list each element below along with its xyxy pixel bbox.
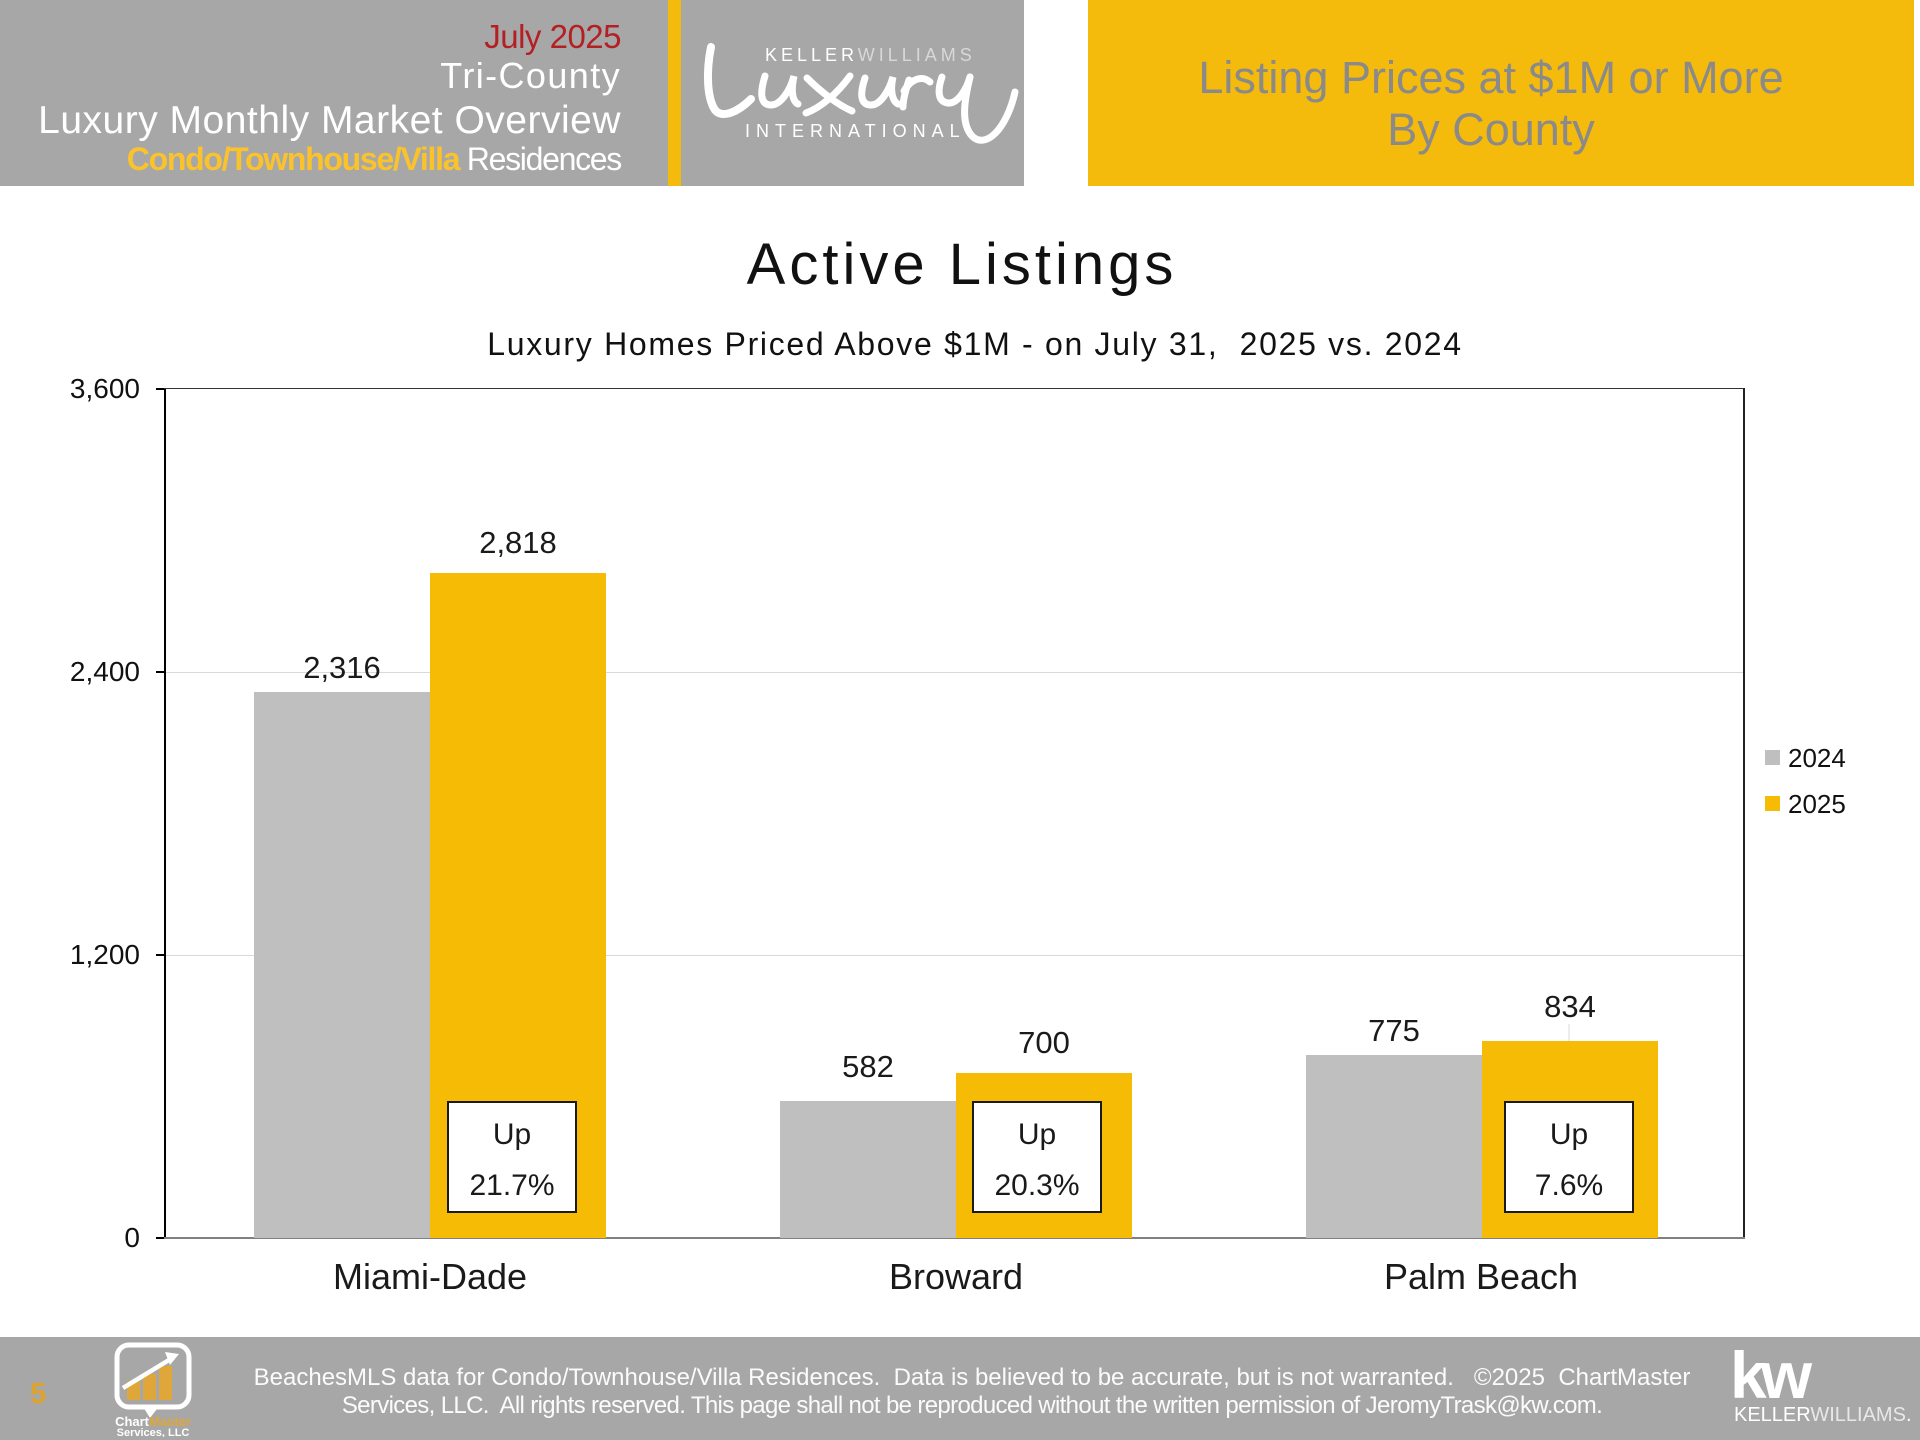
svg-text:ChartMaster: ChartMaster [115,1414,191,1429]
svg-text:Services, LLC: Services, LLC [117,1427,190,1437]
